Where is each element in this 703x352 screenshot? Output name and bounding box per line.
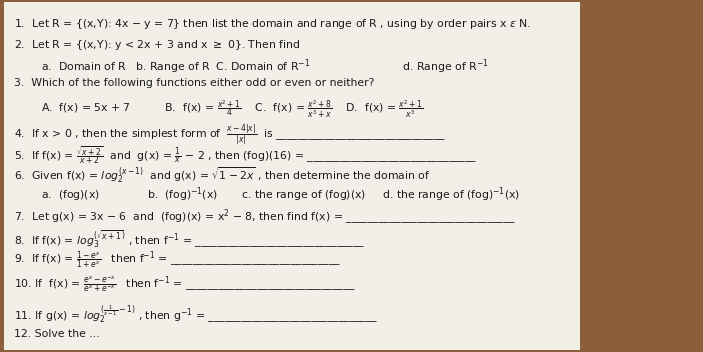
Text: 4.  If x > 0 , then the simplest form of  $\frac{x-4|x|}{|x|}$  is _____________: 4. If x > 0 , then the simplest form of … (14, 123, 446, 149)
Text: 12. Solve the ...: 12. Solve the ... (14, 329, 99, 339)
Text: a.  (fog)(x)              b.  (fog)$^{-1}$(x)       c. the range of (fog)(x)    : a. (fog)(x) b. (fog)$^{-1}$(x) c. the ra… (41, 186, 520, 205)
Text: 1.  Let R = {(x,Y): 4x $-$ y = 7} then list the domain and range of R , using by: 1. Let R = {(x,Y): 4x $-$ y = 7} then li… (14, 18, 531, 31)
Text: 8.  If f(x) = $log_3^{(\sqrt{x+1})}$ , then f$^{-1}$ = _________________________: 8. If f(x) = $log_3^{(\sqrt{x+1})}$ , th… (14, 229, 366, 250)
Text: A.  f(x) = 5x + 7          B.  f(x) = $\frac{x^2+1}{4}$    C.  f(x) = $\frac{x^2: A. f(x) = 5x + 7 B. f(x) = $\frac{x^2+1}… (41, 99, 424, 120)
Text: 7.  Let g(x) = 3x $-$ 6  and  (fog)(x) = x$^2$ $-$ 8, then find f(x) = _________: 7. Let g(x) = 3x $-$ 6 and (fog)(x) = x$… (14, 208, 516, 227)
Text: 5.  If f(x) = $\frac{\sqrt{x+2}}{x+2}$  and  g(x) = $\frac{1}{x}$ $-$ 2 , then (: 5. If f(x) = $\frac{\sqrt{x+2}}{x+2}$ an… (14, 145, 477, 166)
Text: 11. If g(x) = $log_2^{(\frac{1}{x-1}-1)}$ , then g$^{-1}$ = ____________________: 11. If g(x) = $log_2^{(\frac{1}{x-1}-1)}… (14, 303, 378, 325)
Text: 9.  If f(x) = $\frac{1-e^x}{1+e^x}$   then f$^{-1}$ = __________________________: 9. If f(x) = $\frac{1-e^x}{1+e^x}$ then … (14, 250, 341, 271)
Text: 2.  Let R = {(x,Y): y < 2x + 3 and x $\geq$ 0}. Then find: 2. Let R = {(x,Y): y < 2x + 3 and x $\ge… (14, 38, 300, 52)
Text: a.  Domain of R   b. Range of R  C. Domain of R$^{-1}$                          : a. Domain of R b. Range of R C. Domain o… (41, 57, 489, 76)
Text: 6.  Given f(x) = $log_2^{(x-1)}$  and g(x) = $\sqrt{1-2x}$ , then determine the : 6. Given f(x) = $log_2^{(x-1)}$ and g(x)… (14, 165, 430, 185)
Text: 10. If  f(x) = $\frac{e^x-e^{-x}}{e^x+e^{-x}}$   then f$^{-1}$ = _______________: 10. If f(x) = $\frac{e^x-e^{-x}}{e^x+e^{… (14, 275, 356, 295)
Text: 3.  Which of the following functions either odd or even or neither?: 3. Which of the following functions eith… (14, 78, 374, 88)
